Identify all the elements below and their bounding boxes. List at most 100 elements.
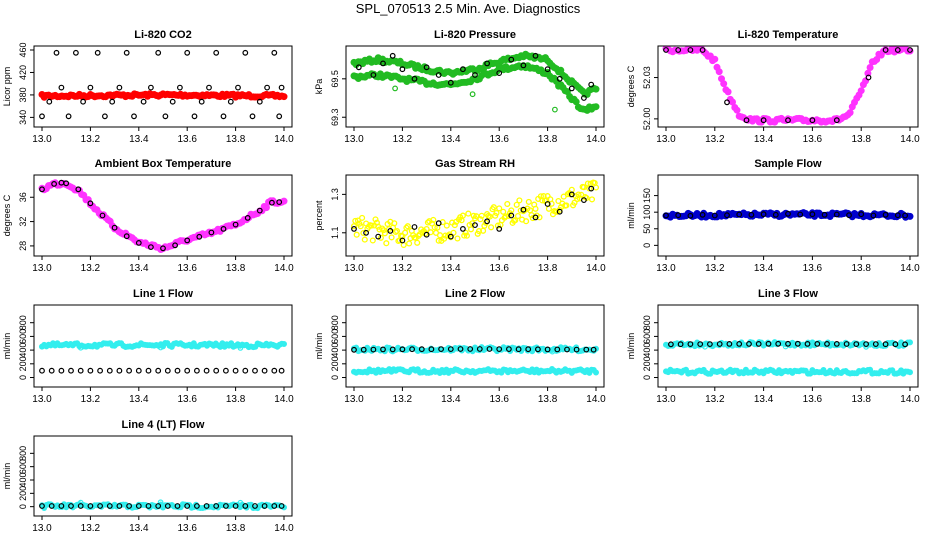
data-point	[242, 367, 249, 374]
y-tick-label: 400	[330, 343, 340, 358]
data-point	[261, 367, 268, 374]
data-point	[843, 341, 850, 347]
data-point	[184, 367, 191, 374]
data-point	[902, 212, 908, 219]
series-point	[463, 232, 470, 239]
series-point	[352, 217, 359, 224]
data-point	[853, 341, 860, 348]
data-point	[549, 348, 556, 355]
x-tick-label: 13.2	[393, 394, 413, 405]
data-point	[590, 346, 597, 353]
data-point	[833, 117, 840, 124]
data-point	[472, 222, 478, 229]
series-point	[383, 240, 390, 247]
x-tick-label: 13.2	[705, 263, 725, 274]
data-point	[863, 343, 869, 350]
series-point	[406, 240, 413, 247]
y-tick-label: 800	[330, 315, 340, 330]
y-tick-label: 100	[642, 205, 652, 220]
series-point	[862, 77, 870, 85]
series-point	[475, 228, 483, 235]
series-point	[360, 229, 367, 237]
data-point	[581, 95, 587, 101]
series-point	[493, 209, 500, 217]
data-point	[699, 47, 706, 53]
data-point	[145, 503, 152, 509]
panel-title: Li-820 CO2	[134, 29, 191, 41]
data-point	[765, 340, 772, 347]
x-tick-label: 13.8	[538, 134, 558, 145]
series-point	[369, 237, 376, 244]
x-tick-label: 13.2	[81, 394, 101, 405]
data-point	[399, 66, 406, 73]
y-axis-label: ml/min	[626, 333, 636, 360]
x-tick-label: 13.0	[344, 134, 364, 145]
data-point	[203, 503, 210, 509]
series-point	[568, 186, 575, 193]
panel-title: Line 2 Flow	[445, 288, 505, 300]
series-point	[359, 214, 366, 221]
panel-title: Line 3 Flow	[758, 288, 818, 300]
chart-panel-5: Gas Stream RH percent 13.0 13.2 13.4 13.6 13.8…	[314, 158, 606, 274]
series-point	[488, 224, 495, 231]
data-point	[106, 503, 113, 509]
series-point	[502, 213, 509, 220]
x-tick-label: 14.0	[586, 134, 606, 145]
data-point	[447, 79, 454, 86]
y-tick-label: 32	[18, 217, 28, 227]
data-point	[872, 341, 879, 348]
data-point	[882, 211, 889, 218]
series-point	[377, 234, 384, 241]
series-point	[532, 205, 539, 212]
data-point	[687, 341, 694, 348]
data-point	[252, 503, 258, 509]
x-tick-label: 13.4	[129, 263, 149, 274]
data-point	[97, 503, 103, 509]
data-point	[508, 56, 515, 63]
data-point	[785, 340, 791, 347]
data-point	[46, 98, 53, 105]
data-point	[892, 341, 899, 348]
data-point	[724, 212, 730, 219]
data-point	[370, 346, 377, 353]
series-point	[866, 64, 874, 71]
data-point	[363, 229, 370, 236]
data-point	[208, 229, 215, 236]
data-point	[256, 207, 263, 214]
data-point	[821, 211, 828, 218]
x-tick-label: 14.0	[586, 263, 606, 274]
series-point	[512, 217, 519, 224]
data-point	[447, 346, 454, 353]
data-point	[508, 212, 515, 219]
data-point	[174, 503, 181, 509]
x-tick-label: 13.8	[226, 394, 246, 405]
data-point	[544, 346, 551, 353]
data-point	[846, 212, 852, 219]
data-point	[457, 346, 464, 352]
x-tick-label: 13.0	[32, 523, 52, 534]
x-tick-label: 13.0	[344, 394, 364, 405]
series-point	[404, 223, 411, 230]
series-point	[564, 191, 571, 198]
data-point	[269, 199, 275, 206]
data-point	[264, 84, 271, 91]
series-point	[523, 218, 530, 225]
data-point	[116, 503, 123, 509]
data-point	[460, 66, 466, 73]
data-point	[68, 503, 74, 509]
data-point	[58, 503, 65, 509]
x-tick-label: 14.0	[900, 134, 920, 145]
data-point	[51, 180, 57, 187]
data-point	[907, 47, 913, 53]
data-point	[355, 64, 362, 71]
x-tick-label: 13.6	[489, 263, 509, 274]
x-tick-label: 14.0	[900, 263, 920, 274]
x-tick-label: 14.0	[274, 394, 294, 405]
data-point	[232, 221, 239, 228]
series-point	[391, 220, 398, 227]
series-point	[372, 216, 379, 223]
data-point	[162, 113, 169, 120]
series-point	[465, 210, 472, 217]
panel-title: Li-820 Pressure	[434, 29, 516, 41]
data-point	[469, 91, 476, 98]
